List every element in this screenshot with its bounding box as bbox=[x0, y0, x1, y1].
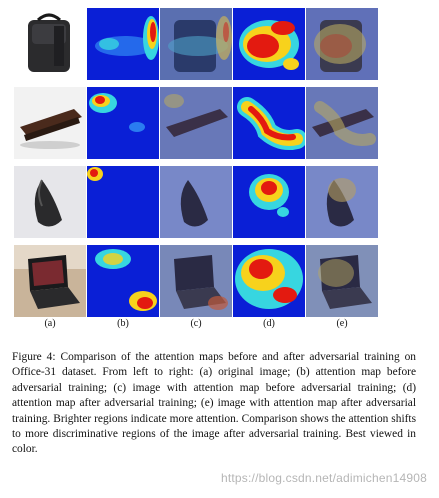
figure-row-stapler bbox=[14, 87, 386, 159]
column-label-e: (e) bbox=[336, 318, 348, 329]
overlay-before-stapler bbox=[160, 87, 232, 159]
overlay-after-mouse bbox=[306, 166, 378, 238]
attention-figure-grid bbox=[14, 8, 386, 324]
overlay-after-laptop bbox=[306, 245, 378, 317]
figure-row-backpack bbox=[14, 8, 386, 80]
attention-map-before-mouse bbox=[87, 166, 159, 238]
original-image-stapler bbox=[14, 87, 86, 159]
original-image-backpack bbox=[14, 8, 86, 80]
overlay-before-laptop bbox=[160, 245, 232, 317]
attention-map-after-mouse bbox=[233, 166, 305, 238]
attention-map-before-stapler bbox=[87, 87, 159, 159]
overlay-before-backpack bbox=[160, 8, 232, 80]
column-label-c: (c) bbox=[190, 318, 202, 329]
watermark: https://blog.csdn.net/adimichen14908 bbox=[220, 471, 427, 485]
original-image-mouse bbox=[14, 166, 86, 238]
attention-map-after-stapler bbox=[233, 87, 305, 159]
attention-map-before-laptop bbox=[87, 245, 159, 317]
original-image-laptop bbox=[14, 245, 86, 317]
attention-map-after-laptop bbox=[233, 245, 305, 317]
column-label-a: (a) bbox=[44, 318, 56, 329]
overlay-after-stapler bbox=[306, 87, 378, 159]
figure-row-mouse bbox=[14, 166, 386, 238]
column-labels: (a) (b) (c) (d) (e) bbox=[14, 318, 386, 329]
overlay-before-mouse bbox=[160, 166, 232, 238]
attention-map-before-backpack bbox=[87, 8, 159, 80]
overlay-after-backpack bbox=[306, 8, 378, 80]
figure-caption: Figure 4: Comparison of the attention ma… bbox=[12, 351, 416, 456]
figure-row-laptop bbox=[14, 245, 386, 317]
column-label-d: (d) bbox=[263, 318, 275, 329]
attention-map-after-backpack bbox=[233, 8, 305, 80]
column-label-b: (b) bbox=[117, 318, 129, 329]
